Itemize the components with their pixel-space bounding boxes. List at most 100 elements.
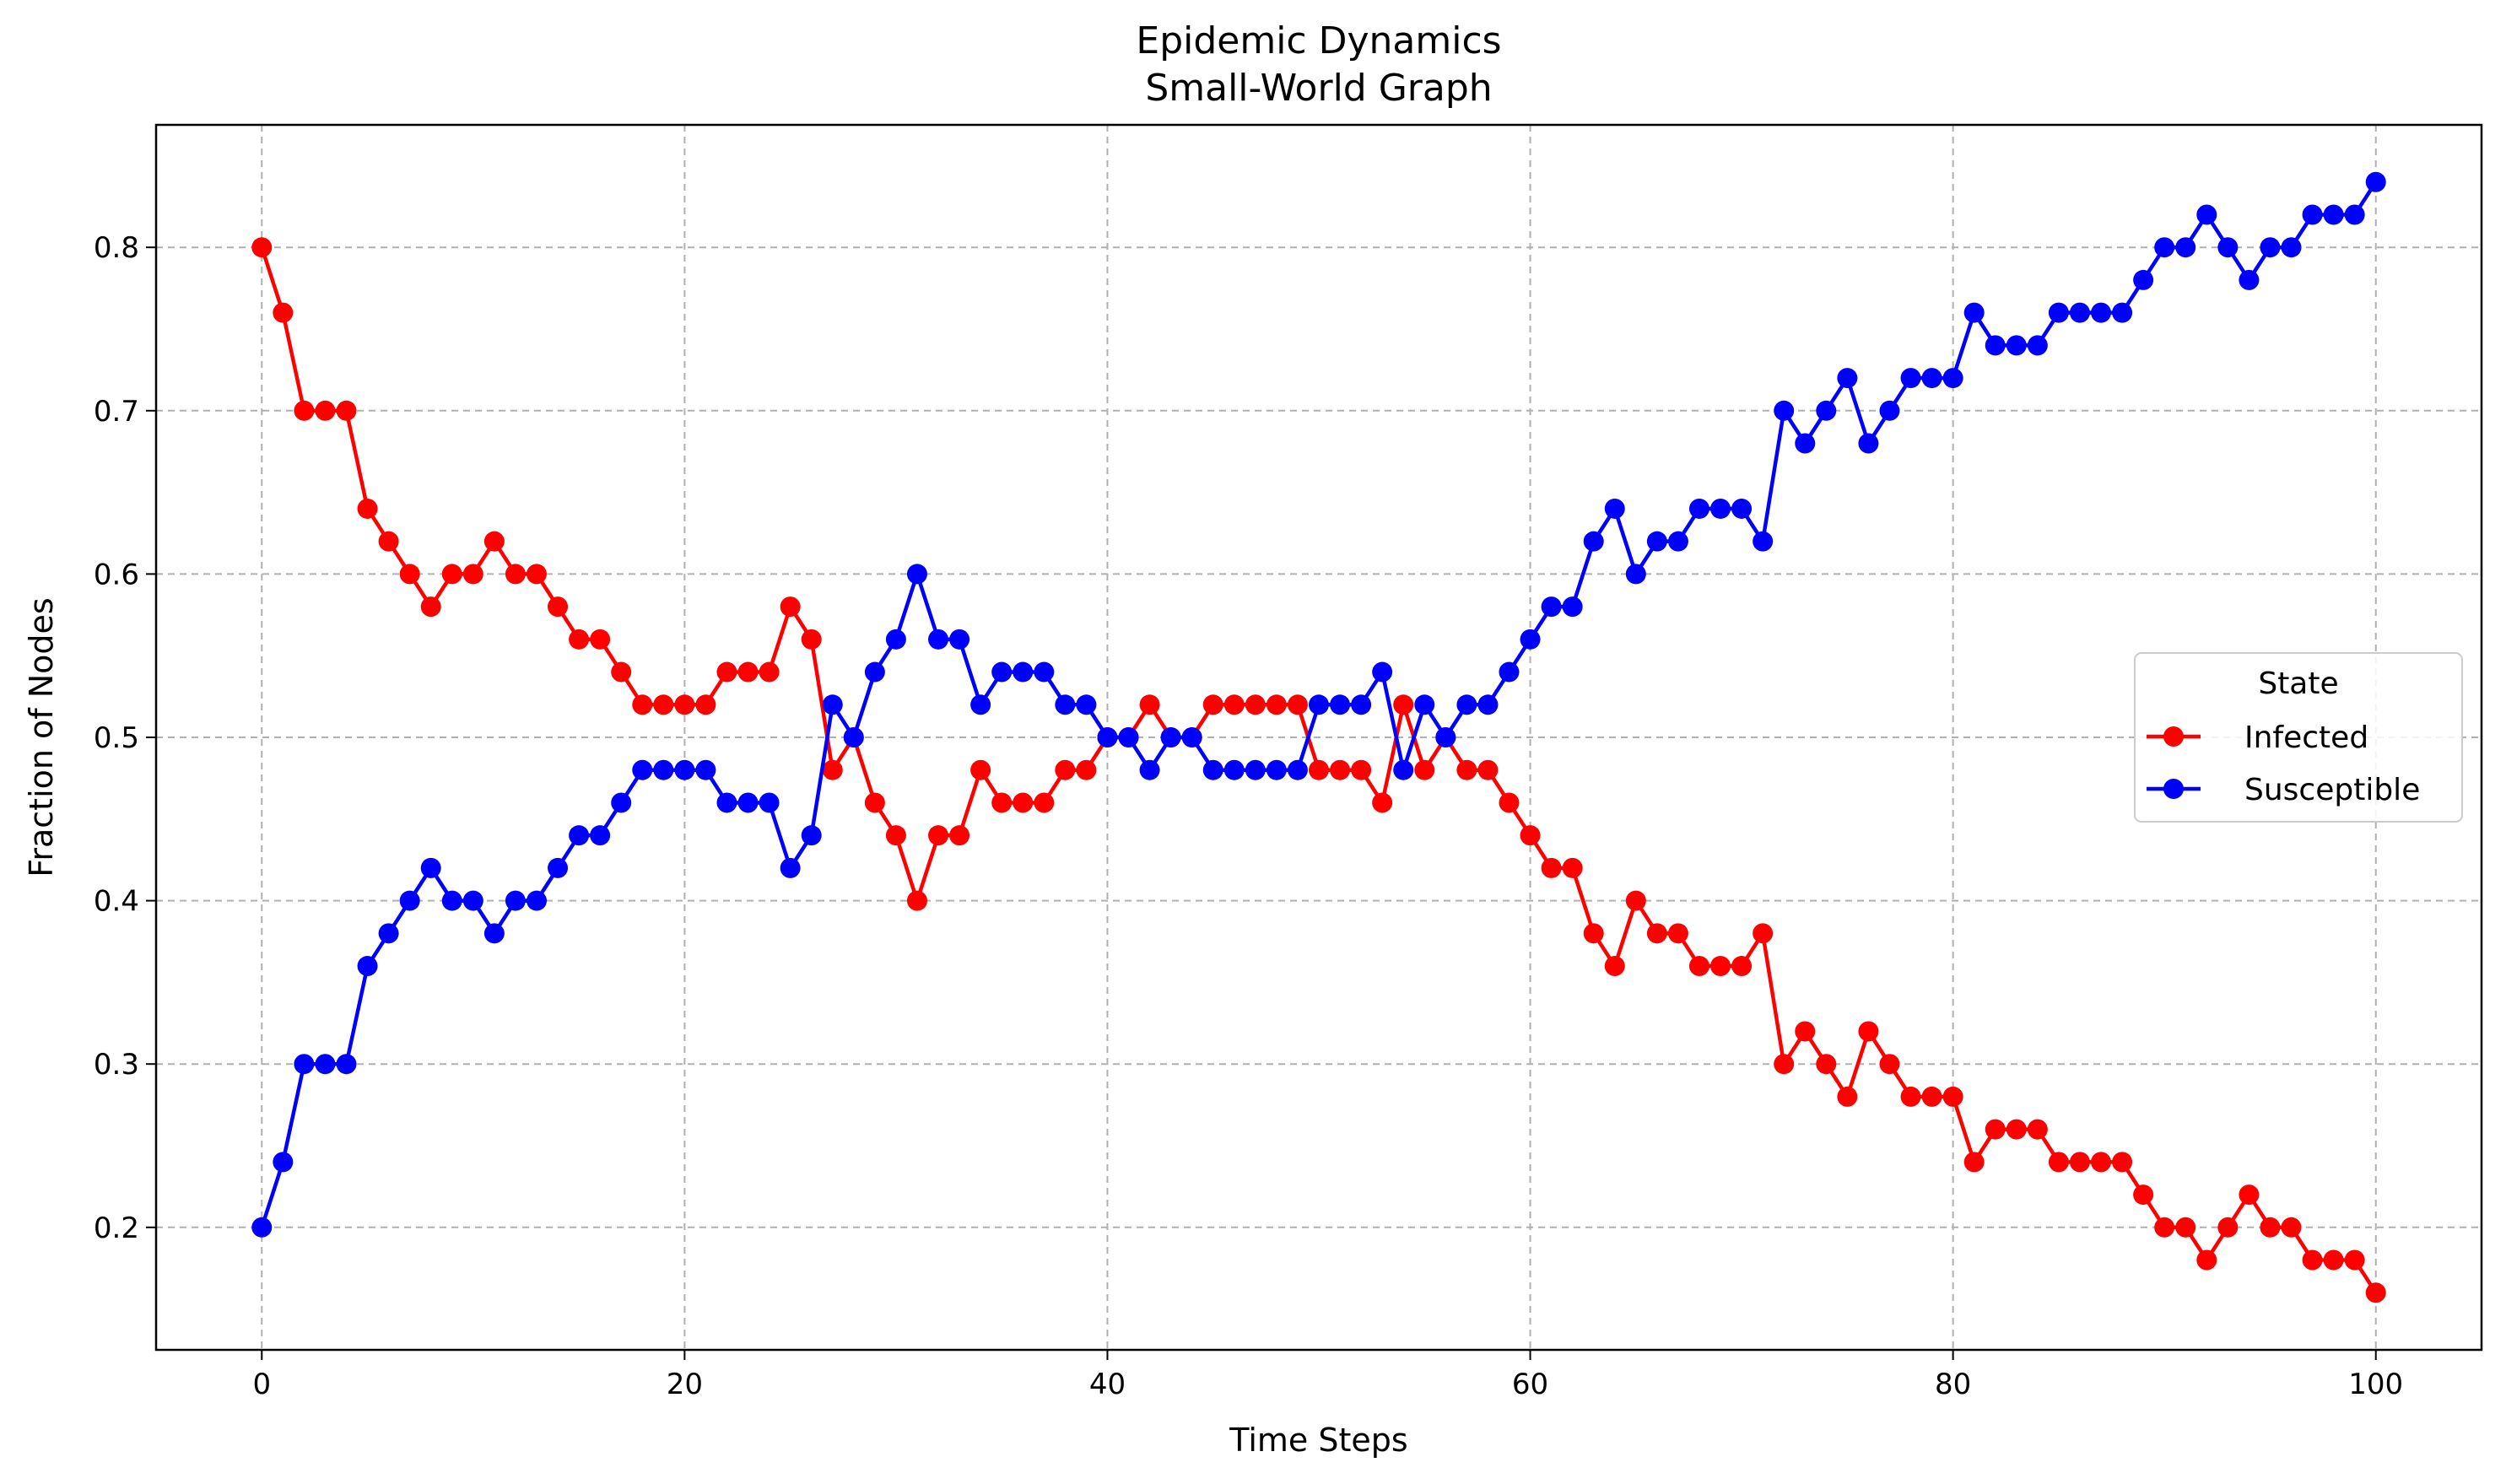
infected-point <box>611 661 632 683</box>
legend-box <box>2134 652 2463 823</box>
susceptible-point <box>2027 335 2048 356</box>
x-tick-label: 60 <box>1512 1368 1548 1401</box>
axis-ticks: 0 20 40 60 80 100 0.2 0.3 0.4 0.5 0.6 0.7 0.8 <box>94 231 2403 1401</box>
infected-point <box>1731 956 1753 977</box>
susceptible-point <box>1181 727 1202 747</box>
y-tick-label: 0.5 <box>94 721 139 755</box>
y-tick-label: 0.8 <box>94 231 139 265</box>
infected-point <box>716 661 737 683</box>
susceptible-point <box>843 727 864 747</box>
x-tick-label: 100 <box>2348 1368 2403 1401</box>
susceptible-point <box>632 759 653 780</box>
susceptible-point <box>420 857 441 878</box>
susceptible-point <box>1837 368 1858 389</box>
susceptible-point <box>1372 661 1393 683</box>
infected-point <box>1710 956 1731 977</box>
infected-point <box>294 400 315 421</box>
series-infected <box>251 237 2386 1303</box>
infected-point <box>2154 1217 2175 1238</box>
susceptible-point <box>1245 759 1266 780</box>
infected-point <box>780 596 801 618</box>
susceptible-point <box>695 759 716 780</box>
susceptible-point <box>1858 433 1879 454</box>
infected-point <box>336 400 357 421</box>
infected-point <box>1202 694 1223 715</box>
infected-point <box>1245 694 1266 715</box>
susceptible-point <box>716 792 737 813</box>
infected-point <box>1562 857 1583 878</box>
legend-susceptible-label: Susceptible <box>2244 773 2420 807</box>
susceptible-point <box>251 1217 273 1238</box>
susceptible-point <box>949 629 970 650</box>
susceptible-point <box>1753 531 1774 552</box>
susceptible-point <box>1393 759 1414 780</box>
susceptible-point <box>1435 727 1456 747</box>
infected-point <box>273 302 294 323</box>
susceptible-point <box>1499 661 1520 683</box>
infected-point <box>2344 1249 2365 1271</box>
susceptible-point <box>2217 237 2239 258</box>
infected-point <box>2217 1217 2239 1238</box>
infected-point <box>695 694 716 715</box>
susceptible-point <box>2091 302 2112 323</box>
susceptible-point <box>1351 694 1372 715</box>
susceptible-point <box>1795 433 1816 454</box>
infected-point <box>1900 1086 1921 1107</box>
susceptible-point <box>1942 368 1963 389</box>
susceptible-point <box>780 857 801 878</box>
infected-point <box>991 792 1013 813</box>
susceptible-point <box>315 1054 336 1075</box>
infected-point <box>1583 923 1604 944</box>
infected-point <box>1541 857 1562 878</box>
chart-title: Epidemic Dynamics <box>1136 19 1501 62</box>
infected-point <box>885 825 906 846</box>
susceptible-point <box>885 629 906 650</box>
infected-point <box>2302 1249 2323 1271</box>
susceptible-point <box>2175 237 2196 258</box>
infected-point <box>1223 694 1245 715</box>
infected-point <box>1604 956 1625 977</box>
susceptible-point <box>1520 629 1541 650</box>
infected-point <box>1499 792 1520 813</box>
susceptible-point <box>548 857 569 878</box>
x-tick-label: 20 <box>667 1368 703 1401</box>
infected-point <box>1688 956 1709 977</box>
plot-frame <box>154 123 2483 1352</box>
x-tick-label: 40 <box>1089 1368 1126 1401</box>
infected-point <box>801 629 822 650</box>
infected-point <box>1456 759 1477 780</box>
infected-point <box>1646 923 1667 944</box>
infected-point <box>2112 1152 2133 1173</box>
susceptible-point <box>441 890 462 911</box>
susceptible-point <box>505 890 526 911</box>
infected-point <box>2281 1217 2302 1238</box>
infected-point <box>2069 1152 2090 1173</box>
susceptible-point <box>611 792 632 813</box>
susceptible-point <box>1774 400 1795 421</box>
legend-title: State <box>2258 666 2338 701</box>
infected-point <box>1266 694 1287 715</box>
infected-point <box>1963 1152 1985 1173</box>
chart-subtitle: Small-World Graph <box>1145 67 1492 110</box>
susceptible-point <box>2196 204 2217 225</box>
infected-point <box>1477 759 1499 780</box>
infected-point <box>632 694 653 715</box>
susceptible-point <box>801 825 822 846</box>
susceptible-point <box>2260 237 2281 258</box>
infected-point <box>1309 759 1329 780</box>
infected-point <box>2196 1249 2217 1271</box>
susceptible-point <box>1710 498 1731 519</box>
y-tick-label: 0.6 <box>94 558 139 591</box>
susceptible-point <box>1477 694 1499 715</box>
susceptible-point <box>2048 302 2069 323</box>
susceptible-point <box>1816 400 1837 421</box>
susceptible-point <box>1097 727 1118 747</box>
susceptible-point <box>2069 302 2090 323</box>
infected-point <box>2365 1282 2386 1303</box>
susceptible-point <box>590 825 611 846</box>
susceptible-point <box>2154 237 2175 258</box>
susceptible-point <box>1139 759 1160 780</box>
infected-point <box>399 564 420 585</box>
infected-point <box>949 825 970 846</box>
